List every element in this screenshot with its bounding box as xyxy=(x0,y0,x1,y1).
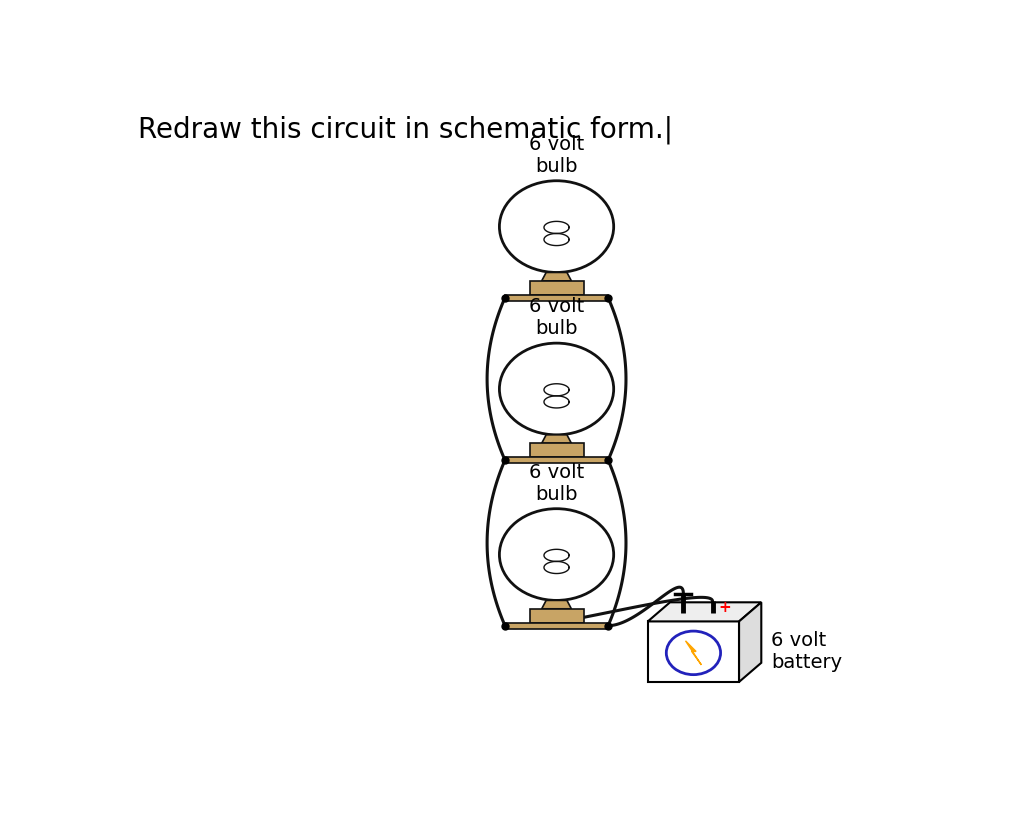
Text: 6 volt
bulb: 6 volt bulb xyxy=(529,135,584,175)
Text: 6 volt
battery: 6 volt battery xyxy=(771,631,842,672)
Bar xyxy=(529,281,584,295)
Text: 6 volt
bulb: 6 volt bulb xyxy=(529,462,584,504)
Ellipse shape xyxy=(500,181,613,272)
Ellipse shape xyxy=(500,343,613,435)
Bar xyxy=(505,623,608,629)
Polygon shape xyxy=(542,272,571,281)
Text: Redraw this circuit in schematic form.|: Redraw this circuit in schematic form.| xyxy=(137,115,673,144)
Text: +: + xyxy=(718,600,731,615)
Polygon shape xyxy=(648,602,761,621)
Bar xyxy=(505,295,608,300)
Bar xyxy=(529,609,584,623)
Bar xyxy=(505,457,608,463)
Polygon shape xyxy=(542,435,571,443)
Ellipse shape xyxy=(500,509,613,600)
Polygon shape xyxy=(739,602,761,682)
Text: 6 volt
bulb: 6 volt bulb xyxy=(529,297,584,338)
Bar xyxy=(529,443,584,457)
Polygon shape xyxy=(685,641,701,665)
Bar xyxy=(648,621,739,682)
Polygon shape xyxy=(542,600,571,609)
